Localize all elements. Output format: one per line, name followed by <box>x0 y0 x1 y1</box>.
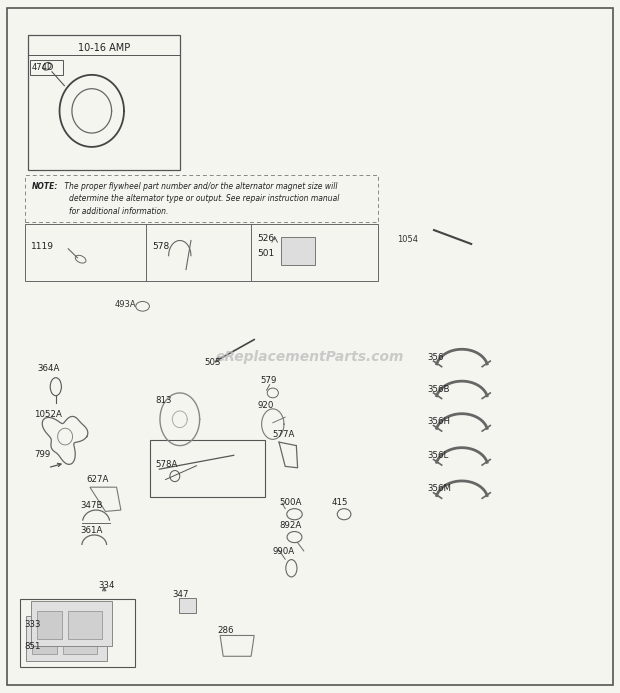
Text: 361A: 361A <box>81 526 103 535</box>
Text: 286: 286 <box>217 626 234 635</box>
Bar <box>32 626 57 654</box>
Text: determine the alternator type or output. See repair instruction manual: determine the alternator type or output.… <box>69 194 340 203</box>
Bar <box>63 626 97 654</box>
Bar <box>179 598 196 613</box>
Text: 364A: 364A <box>37 364 60 373</box>
Text: 526: 526 <box>257 234 275 243</box>
Text: 474D: 474D <box>32 63 54 71</box>
Text: 799: 799 <box>34 450 50 459</box>
Text: for additional information.: for additional information. <box>69 207 169 216</box>
Text: 347: 347 <box>172 590 189 599</box>
Text: 503: 503 <box>205 358 221 367</box>
Text: 578A: 578A <box>155 460 177 469</box>
Text: 500A: 500A <box>279 498 301 507</box>
Text: 579: 579 <box>260 376 277 385</box>
Text: 578: 578 <box>152 243 169 251</box>
Text: The proper flywheel part number and/or the alternator magnet size will: The proper flywheel part number and/or t… <box>62 182 337 191</box>
Text: 356B: 356B <box>428 385 450 394</box>
Text: 10-16 AMP: 10-16 AMP <box>78 43 130 53</box>
Text: 892A: 892A <box>279 521 301 530</box>
Text: 356: 356 <box>428 353 445 362</box>
Bar <box>28 35 180 170</box>
Text: eReplacementParts.com: eReplacementParts.com <box>216 350 404 364</box>
Bar <box>68 611 102 639</box>
Text: 851: 851 <box>25 642 42 651</box>
Bar <box>150 440 265 497</box>
Text: 356L: 356L <box>428 451 449 460</box>
Text: 1052A: 1052A <box>34 410 62 419</box>
Bar <box>37 611 62 639</box>
Bar <box>26 616 107 661</box>
Bar <box>25 175 378 222</box>
Bar <box>281 237 315 265</box>
Text: 501: 501 <box>257 249 275 258</box>
Bar <box>20 599 135 667</box>
Text: 356M: 356M <box>428 484 452 493</box>
Text: NOTE:: NOTE: <box>32 182 59 191</box>
Text: 577A: 577A <box>273 430 295 439</box>
Text: 990A: 990A <box>273 547 295 556</box>
Text: 493A: 493A <box>115 301 136 309</box>
Text: 334: 334 <box>98 581 115 590</box>
Text: 627A: 627A <box>87 475 109 484</box>
Bar <box>31 601 112 646</box>
Text: 1054: 1054 <box>397 235 418 243</box>
Text: 1119: 1119 <box>31 243 54 251</box>
Text: 347B: 347B <box>81 501 103 510</box>
Text: 356H: 356H <box>428 417 451 426</box>
Text: 813: 813 <box>155 396 172 405</box>
Text: 920: 920 <box>257 401 273 410</box>
Bar <box>25 224 378 281</box>
Bar <box>30 60 63 75</box>
Text: 333: 333 <box>25 620 42 629</box>
Text: 415: 415 <box>332 498 348 507</box>
